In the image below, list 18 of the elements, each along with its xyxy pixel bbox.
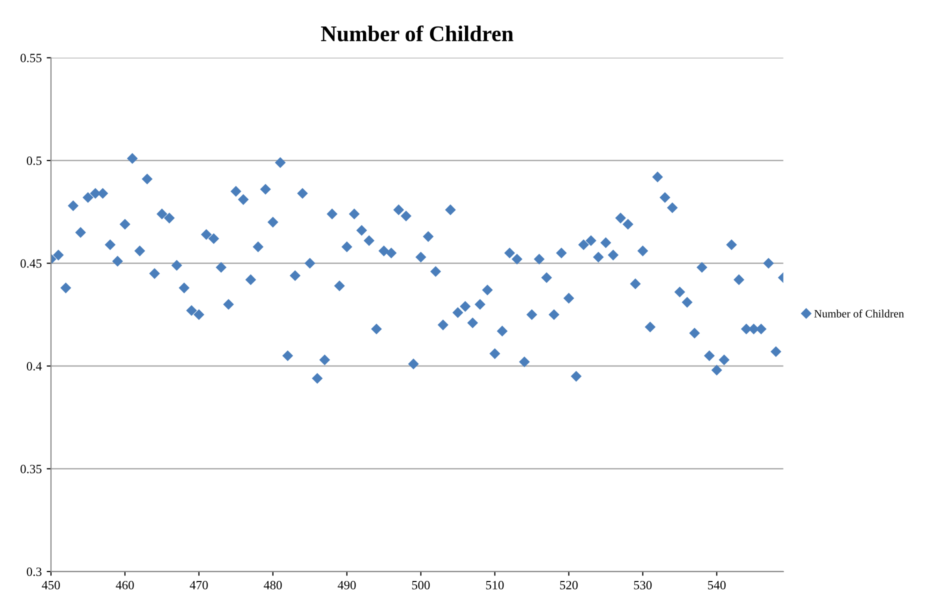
y-tick-label: 0.3 — [26, 568, 42, 576]
x-tick-label: 500 — [412, 580, 430, 590]
y-tick-label: 0.5 — [26, 156, 42, 166]
x-tick-label: 460 — [116, 580, 134, 590]
x-tick-label: 450 — [42, 580, 60, 590]
x-tick-label: 490 — [338, 580, 356, 590]
x-tick-label: 470 — [190, 580, 208, 590]
x-tick-label: 520 — [560, 580, 578, 590]
legend-label: Number of Children — [814, 310, 904, 318]
y-tick-label: 0.35 — [20, 464, 42, 474]
x-tick-label: 530 — [634, 580, 652, 590]
x-tick-label: 540 — [708, 580, 726, 590]
y-tick-label: 0.45 — [20, 259, 42, 268]
y-tick-label: 0.4 — [26, 362, 42, 371]
x-tick-label: 510 — [486, 580, 504, 590]
chart-title: Number of Children — [321, 25, 514, 42]
x-tick-label: 480 — [264, 580, 282, 590]
y-tick-label: 0.55 — [20, 54, 42, 62]
